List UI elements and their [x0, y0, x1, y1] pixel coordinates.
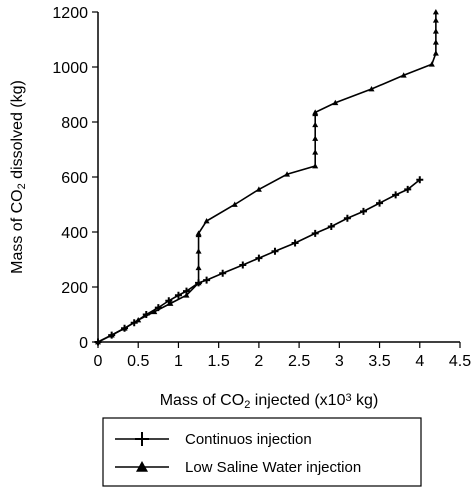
legend: Continuos injection Low Saline Water inje… — [102, 417, 422, 487]
series-line — [97, 179, 421, 343]
data-point — [195, 248, 202, 254]
data-point — [291, 239, 299, 247]
legend-label: Continuos injection — [185, 431, 312, 448]
data-point — [404, 185, 412, 193]
data-point — [174, 291, 182, 299]
data-point — [255, 186, 262, 192]
data-point — [400, 72, 407, 78]
x-tick-label: 4 — [415, 353, 424, 370]
x-tick-label: 3.5 — [368, 353, 390, 370]
series-continuous — [94, 176, 424, 346]
data-point — [108, 332, 115, 338]
data-point — [432, 28, 439, 34]
data-point — [271, 247, 279, 255]
data-point — [432, 39, 439, 45]
data-point — [255, 254, 263, 262]
data-point — [195, 279, 202, 286]
x-tick-label: 2 — [254, 353, 263, 370]
data-point — [311, 229, 319, 237]
legend-marker — [135, 432, 149, 446]
y-tick-label: 1200 — [52, 5, 88, 22]
y-tick-label: 200 — [61, 280, 88, 297]
y-tick-label: 400 — [61, 225, 88, 242]
data-point — [121, 325, 128, 331]
legend-marker — [136, 461, 148, 472]
data-point — [432, 17, 439, 23]
data-point — [343, 214, 351, 222]
data-point — [219, 269, 227, 277]
data-point — [368, 86, 375, 92]
x-axis-title-part: kg) — [352, 392, 379, 409]
data-point — [151, 308, 158, 315]
x-tick-label: 4.5 — [449, 353, 471, 370]
data-point — [284, 171, 291, 177]
x-tick-label: 1.5 — [208, 353, 230, 370]
data-point — [428, 61, 435, 67]
data-point — [135, 317, 142, 323]
data-point — [432, 50, 439, 56]
series-line — [97, 12, 437, 343]
x-axis-title: Mass of CO2 injected (x103 kg) — [160, 392, 379, 412]
data-point — [312, 163, 319, 169]
data-point — [359, 207, 367, 215]
x-tick-label: 0.5 — [127, 353, 149, 370]
data-point — [392, 191, 400, 199]
data-point — [183, 292, 190, 298]
data-point — [203, 276, 211, 284]
data-point — [432, 9, 439, 15]
y-axis-title-part: 2 — [16, 183, 28, 189]
data-point — [327, 223, 335, 230]
series-layer — [94, 9, 439, 346]
x-axis-title-part: injected (x10 — [250, 392, 345, 409]
data-point — [312, 121, 319, 128]
data-point — [95, 339, 101, 345]
y-axis-title-part: Mass of CO — [9, 189, 26, 273]
x-axis-title-part: 2 — [244, 399, 250, 411]
legend-label: Low Saline Water injection — [185, 459, 361, 476]
data-point — [332, 99, 339, 106]
data-point — [312, 149, 319, 155]
x-tick-label: 2.5 — [288, 353, 310, 370]
x-tick-label: 0 — [94, 353, 103, 370]
data-point — [195, 264, 202, 271]
data-point — [231, 201, 238, 207]
axes: 0 200 400 600 800 1000 1200 0 0.5 1 1.5 2 2.5 3 3.5 4 4.… — [9, 5, 471, 411]
data-point — [312, 109, 319, 115]
y-tick-label: 1000 — [52, 60, 88, 77]
data-point — [165, 297, 173, 305]
data-point — [203, 218, 210, 224]
data-point — [195, 230, 202, 236]
x-axis-title-part: Mass of CO — [160, 392, 244, 409]
x-tick-label: 1 — [174, 353, 183, 370]
x-axis-title-part: 3 — [345, 392, 351, 404]
series-low-saline — [95, 9, 439, 345]
y-axis-title: Mass of CO2 dissolved (kg) — [9, 80, 28, 274]
y-tick-label: 0 — [79, 335, 88, 352]
data-point — [376, 199, 384, 207]
legend-box — [102, 417, 422, 487]
data-point — [239, 261, 247, 269]
y-axis-title-part: dissolved (kg) — [9, 80, 26, 183]
data-point — [167, 300, 174, 306]
y-tick-label: 600 — [61, 170, 88, 187]
data-point — [416, 176, 424, 184]
data-point — [312, 135, 319, 141]
x-tick-label: 3 — [335, 353, 344, 370]
y-tick-label: 800 — [61, 115, 88, 132]
